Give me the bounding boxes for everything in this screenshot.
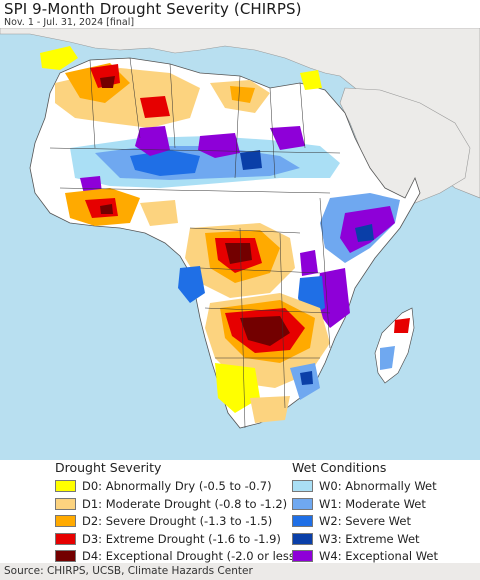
legend-label-w2: W2: Severe Wet (319, 514, 411, 528)
country-borders (49, 57, 341, 429)
map-subtitle: Nov. 1 - Jul. 31, 2024 [final] (4, 17, 135, 28)
swatch-d3 (55, 532, 76, 545)
legend-label-d4: D4: Exceptional Drought (-2.0 or less) (82, 549, 300, 563)
drought-legend: Drought Severity D0: Abnormally Dry (-0.… (55, 460, 299, 566)
africa-map-svg (0, 28, 480, 460)
swatch-w3 (292, 532, 313, 545)
legend-label-w1: W1: Moderate Wet (319, 496, 426, 511)
legend-item-w1: W1: Moderate Wet (292, 496, 438, 512)
legend-label-d2: D2: Severe Drought (-1.3 to -1.5) (82, 514, 273, 528)
legend-label-w4: W4: Exceptional Wet (319, 549, 438, 563)
central-africa-drought (178, 223, 318, 303)
legend-label-d3: D3: Extreme Drought (-1.6 to -1.9) (82, 531, 281, 546)
legend-item-d0: D0: Abnormally Dry (-0.5 to -0.7) (55, 478, 299, 494)
drought-map (0, 28, 480, 460)
legend-item-w4: W4: Exceptional Wet (292, 548, 438, 564)
sahel-wet-band (70, 126, 340, 194)
legend-item-w0: W0: Abnormally Wet (292, 478, 438, 494)
madagascar-patches (380, 318, 410, 370)
legend-label-w3: W3: Extreme Wet (319, 531, 420, 546)
west-africa-drought (65, 188, 178, 226)
source-footer: Source: CHIRPS, UCSB, Climate Hazards Ce… (0, 563, 480, 580)
legend-item-d3: D3: Extreme Drought (-1.6 to -1.9) (55, 531, 299, 547)
swatch-w0 (292, 480, 313, 492)
legend-item-d2: D2: Severe Drought (-1.3 to -1.5) (55, 513, 299, 529)
legend-label-w0: W0: Abnormally Wet (319, 479, 437, 493)
southern-africa-drought (205, 293, 330, 423)
swatch-d1 (55, 497, 76, 510)
wet-legend-heading: Wet Conditions (292, 460, 387, 475)
swatch-w1 (292, 497, 313, 510)
legend-item-d4: D4: Exceptional Drought (-2.0 or less) (55, 548, 299, 564)
legend-item-d1: D1: Moderate Drought (-0.8 to -1.2) (55, 496, 299, 512)
swatch-d2 (55, 515, 76, 527)
legend-item-w3: W3: Extreme Wet (292, 531, 438, 547)
swatch-d4 (55, 550, 76, 562)
legend-label-d0: D0: Abnormally Dry (-0.5 to -0.7) (82, 479, 272, 493)
map-title: SPI 9-Month Drought Severity (CHIRPS) (4, 0, 302, 18)
legend: Drought Severity D0: Abnormally Dry (-0.… (0, 460, 480, 563)
swatch-d0 (55, 480, 76, 492)
swatch-w4 (292, 550, 313, 562)
legend-label-d1: D1: Moderate Drought (-0.8 to -1.2) (82, 496, 288, 511)
swatch-w2 (292, 515, 313, 527)
drought-legend-heading: Drought Severity (55, 460, 162, 475)
legend-item-w2: W2: Severe Wet (292, 513, 438, 529)
wet-legend: Wet Conditions W0: Abnormally Wet W1: Mo… (292, 460, 438, 566)
